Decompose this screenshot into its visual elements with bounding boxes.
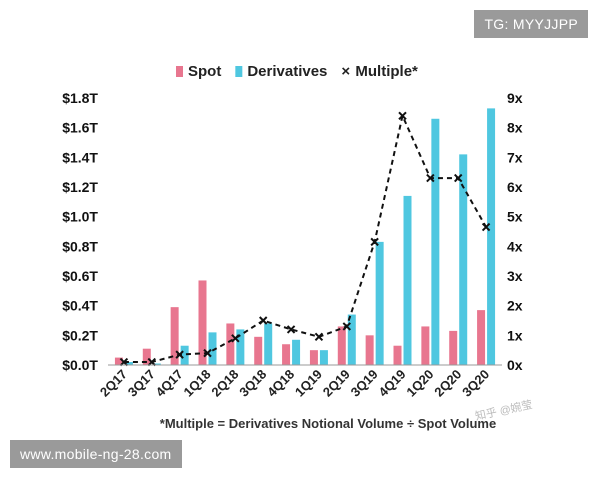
multiple-point-marker bbox=[286, 325, 296, 334]
spot-bar bbox=[114, 357, 123, 365]
multiple-point-marker bbox=[342, 322, 351, 331]
footnote: *Multiple = Derivatives Notional Volume … bbox=[160, 416, 496, 431]
y-left-tick-label: $0.6T bbox=[62, 268, 98, 284]
top-watermark-tag: TG: MYYJJPP bbox=[474, 10, 588, 38]
spot-bar bbox=[477, 310, 486, 365]
y-right-tick-label: 2x bbox=[507, 298, 523, 314]
legend-label: Spot bbox=[188, 63, 221, 80]
y-right-tick-label: 1x bbox=[507, 327, 523, 343]
y-left-tick-label: $0.8T bbox=[62, 238, 98, 254]
multiple-line bbox=[119, 111, 491, 367]
multiple-legend-marker: × bbox=[341, 63, 350, 80]
multiple-point-marker bbox=[259, 316, 268, 325]
spot-bar bbox=[309, 350, 318, 365]
derivatives-bar bbox=[403, 195, 412, 365]
x-tick-label: 1Q18 bbox=[181, 367, 214, 400]
multiple-point-marker bbox=[175, 350, 184, 359]
y-left-tick-label: $1.0T bbox=[62, 209, 98, 225]
x-tick-label: 1Q19 bbox=[292, 367, 325, 400]
y-right-tick-label: 7x bbox=[507, 149, 523, 165]
x-tick-label: 2Q17 bbox=[97, 367, 130, 400]
legend-label: Derivatives bbox=[247, 63, 327, 80]
y-right-tick-label: 5x bbox=[507, 209, 523, 225]
spot-legend-swatch bbox=[176, 66, 183, 77]
spot-bar bbox=[254, 336, 263, 365]
x-tick-label: 4Q18 bbox=[264, 367, 297, 400]
multiple-point-marker bbox=[119, 357, 129, 367]
y-right-tick-label: 8x bbox=[507, 120, 523, 136]
legend-label: Multiple* bbox=[355, 63, 418, 80]
derivatives-bar bbox=[319, 350, 328, 365]
x-tick-label: 4Q17 bbox=[153, 367, 186, 400]
x-tick-label: 2Q20 bbox=[431, 367, 464, 400]
left-y-axis: $0.0T $0.2T $0.4T $0.6T $0.8T $1.0T $1.2T $1.4T… bbox=[62, 90, 98, 373]
multiple-point-marker bbox=[398, 111, 407, 121]
y-left-tick-label: $0.0T bbox=[62, 357, 98, 373]
multiple-point-marker bbox=[426, 173, 435, 183]
y-right-tick-label: 6x bbox=[507, 179, 523, 195]
x-tick-label: 2Q19 bbox=[320, 367, 353, 400]
y-right-tick-label: 3x bbox=[507, 268, 523, 284]
y-right-tick-label: 9x bbox=[507, 90, 523, 106]
spot-bar bbox=[421, 326, 430, 365]
y-left-tick-label: $1.8T bbox=[62, 90, 98, 106]
y-right-tick-label: 0x bbox=[507, 357, 523, 373]
derivatives-bar bbox=[459, 154, 468, 365]
y-right-tick-label: 4x bbox=[507, 238, 523, 254]
right-y-axis: 0x 1x 2x 3x 4x 5x 6x 7x 8x 9x bbox=[507, 90, 523, 373]
y-left-tick-label: $0.4T bbox=[62, 298, 98, 314]
derivatives-bar bbox=[152, 363, 161, 365]
multiple-point-marker bbox=[314, 332, 324, 342]
derivatives-bar bbox=[264, 323, 273, 365]
y-left-tick-label: $1.6T bbox=[62, 120, 98, 136]
spot-bar bbox=[365, 335, 374, 365]
derivatives-bar bbox=[375, 241, 384, 365]
spot-bar bbox=[142, 348, 151, 365]
x-tick-label: 2Q18 bbox=[208, 367, 241, 400]
derivatives-legend-swatch bbox=[235, 66, 243, 77]
multiple-point-marker bbox=[203, 348, 212, 358]
derivatives-bar bbox=[236, 329, 245, 365]
y-left-tick-label: $1.2T bbox=[62, 179, 98, 195]
y-left-tick-label: $0.2T bbox=[62, 327, 98, 343]
spot-bar bbox=[337, 326, 346, 365]
derivatives-bar bbox=[431, 118, 440, 366]
derivatives-bar bbox=[292, 339, 301, 365]
x-axis: 2Q173Q174Q171Q182Q183Q184Q181Q192Q193Q19… bbox=[97, 367, 492, 400]
x-tick-label: 1Q20 bbox=[403, 367, 436, 400]
spot-bar bbox=[198, 280, 207, 365]
derivatives-bar bbox=[124, 362, 133, 365]
spot-bar bbox=[170, 307, 179, 365]
x-tick-label: 4Q19 bbox=[376, 367, 409, 400]
y-left-tick-label: $1.4T bbox=[62, 149, 98, 165]
spot-bar bbox=[393, 345, 402, 365]
spot-bar bbox=[449, 330, 458, 365]
derivatives-bar bbox=[180, 345, 189, 365]
x-tick-label: 3Q18 bbox=[236, 367, 269, 400]
multiple-point-marker bbox=[231, 334, 240, 343]
multiple-point-marker bbox=[370, 237, 379, 247]
legend: Spot Derivatives × Multiple* bbox=[176, 63, 418, 80]
bottom-url-tag: www.mobile-ng-28.com bbox=[10, 440, 182, 468]
multiple-series-line bbox=[123, 112, 487, 364]
derivatives-bar bbox=[208, 332, 217, 365]
derivatives-bar bbox=[347, 314, 356, 365]
bars bbox=[114, 108, 496, 366]
x-tick-label: 3Q19 bbox=[348, 367, 381, 400]
multiple-point-marker bbox=[147, 357, 156, 367]
x-tick-label: 3Q20 bbox=[459, 367, 492, 400]
x-tick-label: 3Q17 bbox=[125, 367, 158, 400]
spot-bar bbox=[282, 344, 291, 365]
derivatives-bar bbox=[487, 108, 496, 365]
spot-bar bbox=[226, 323, 235, 365]
multiple-point-marker bbox=[454, 173, 463, 183]
multiple-point-marker bbox=[481, 222, 491, 232]
